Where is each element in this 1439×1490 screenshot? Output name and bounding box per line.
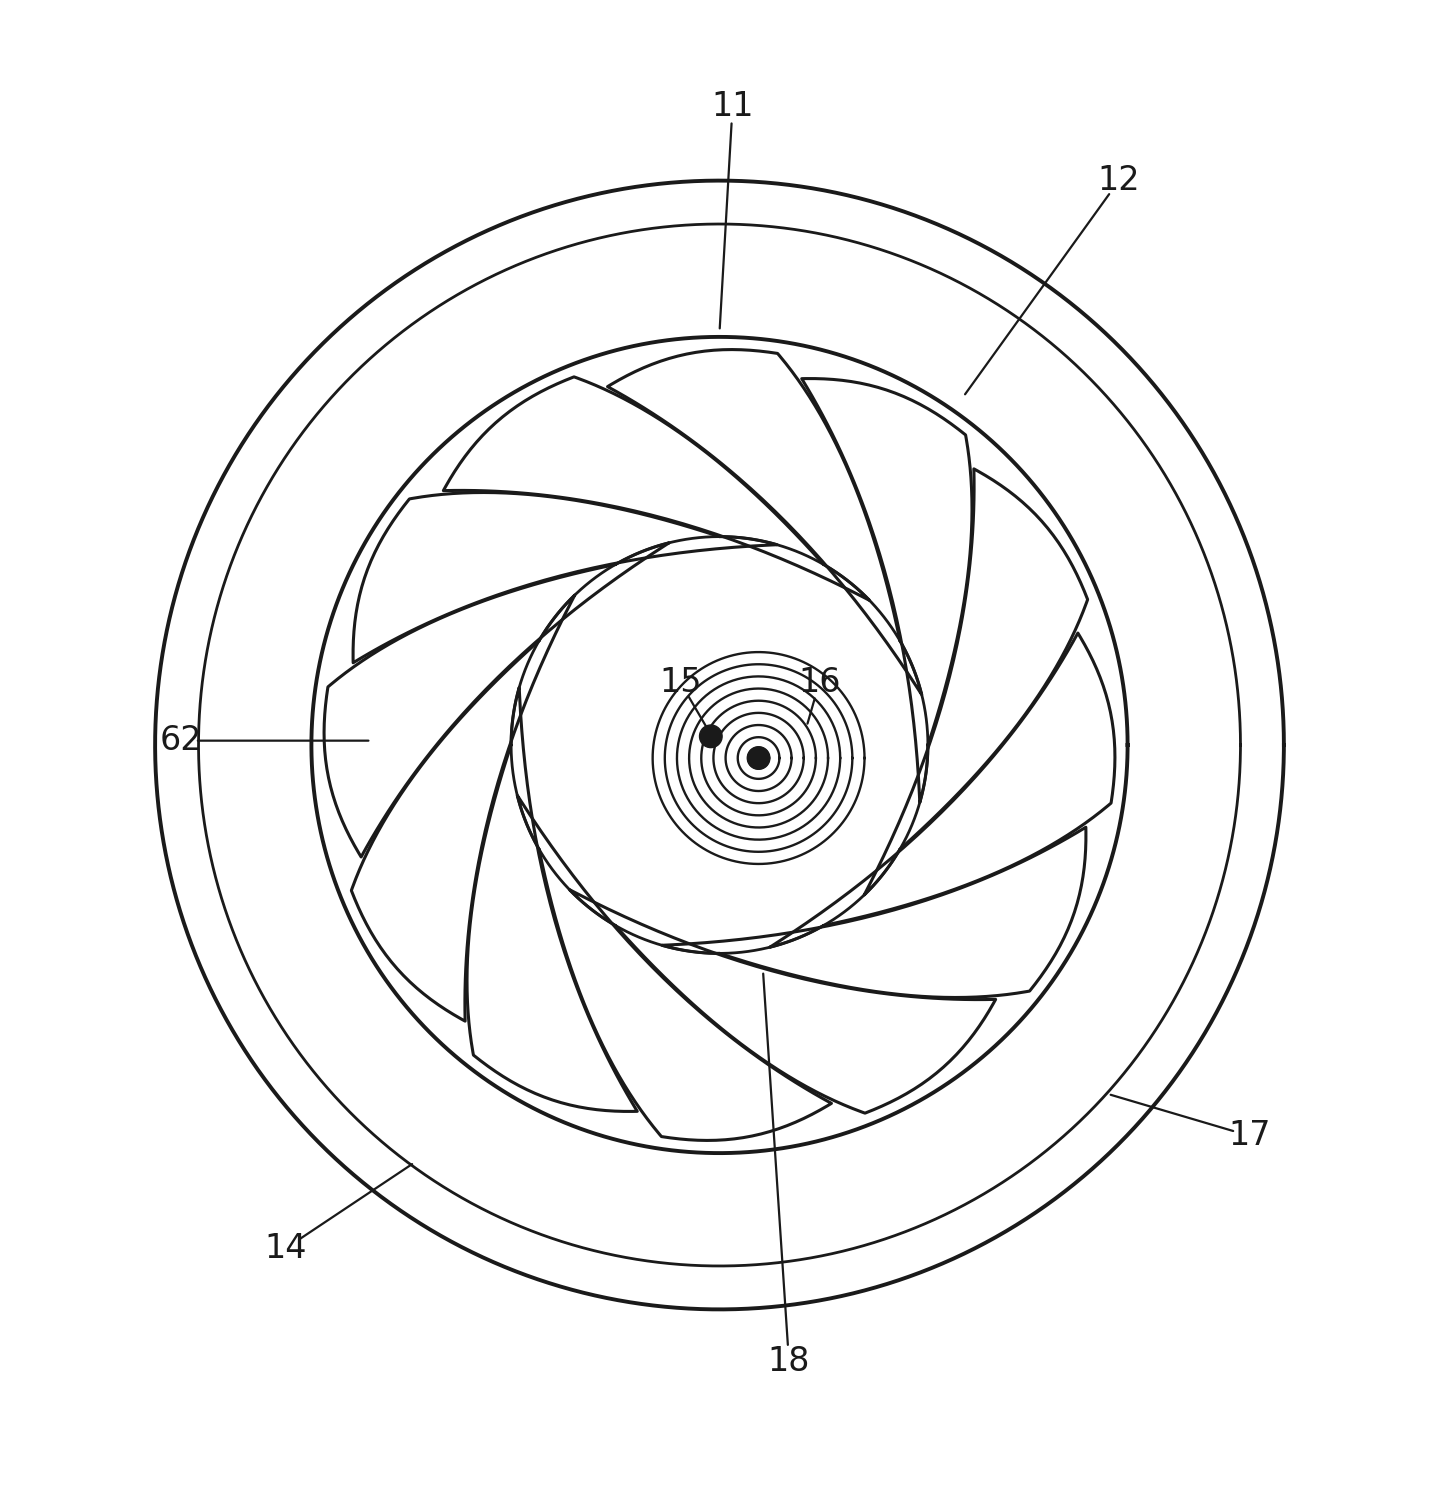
- Circle shape: [747, 746, 770, 769]
- Text: 18: 18: [768, 1345, 810, 1378]
- Text: 12: 12: [1098, 164, 1140, 197]
- Text: 16: 16: [799, 666, 840, 699]
- Text: 17: 17: [1227, 1119, 1271, 1152]
- Text: 14: 14: [265, 1232, 307, 1265]
- Circle shape: [699, 726, 722, 748]
- Text: 62: 62: [160, 724, 203, 757]
- Text: 15: 15: [659, 666, 702, 699]
- Text: 11: 11: [711, 91, 754, 124]
